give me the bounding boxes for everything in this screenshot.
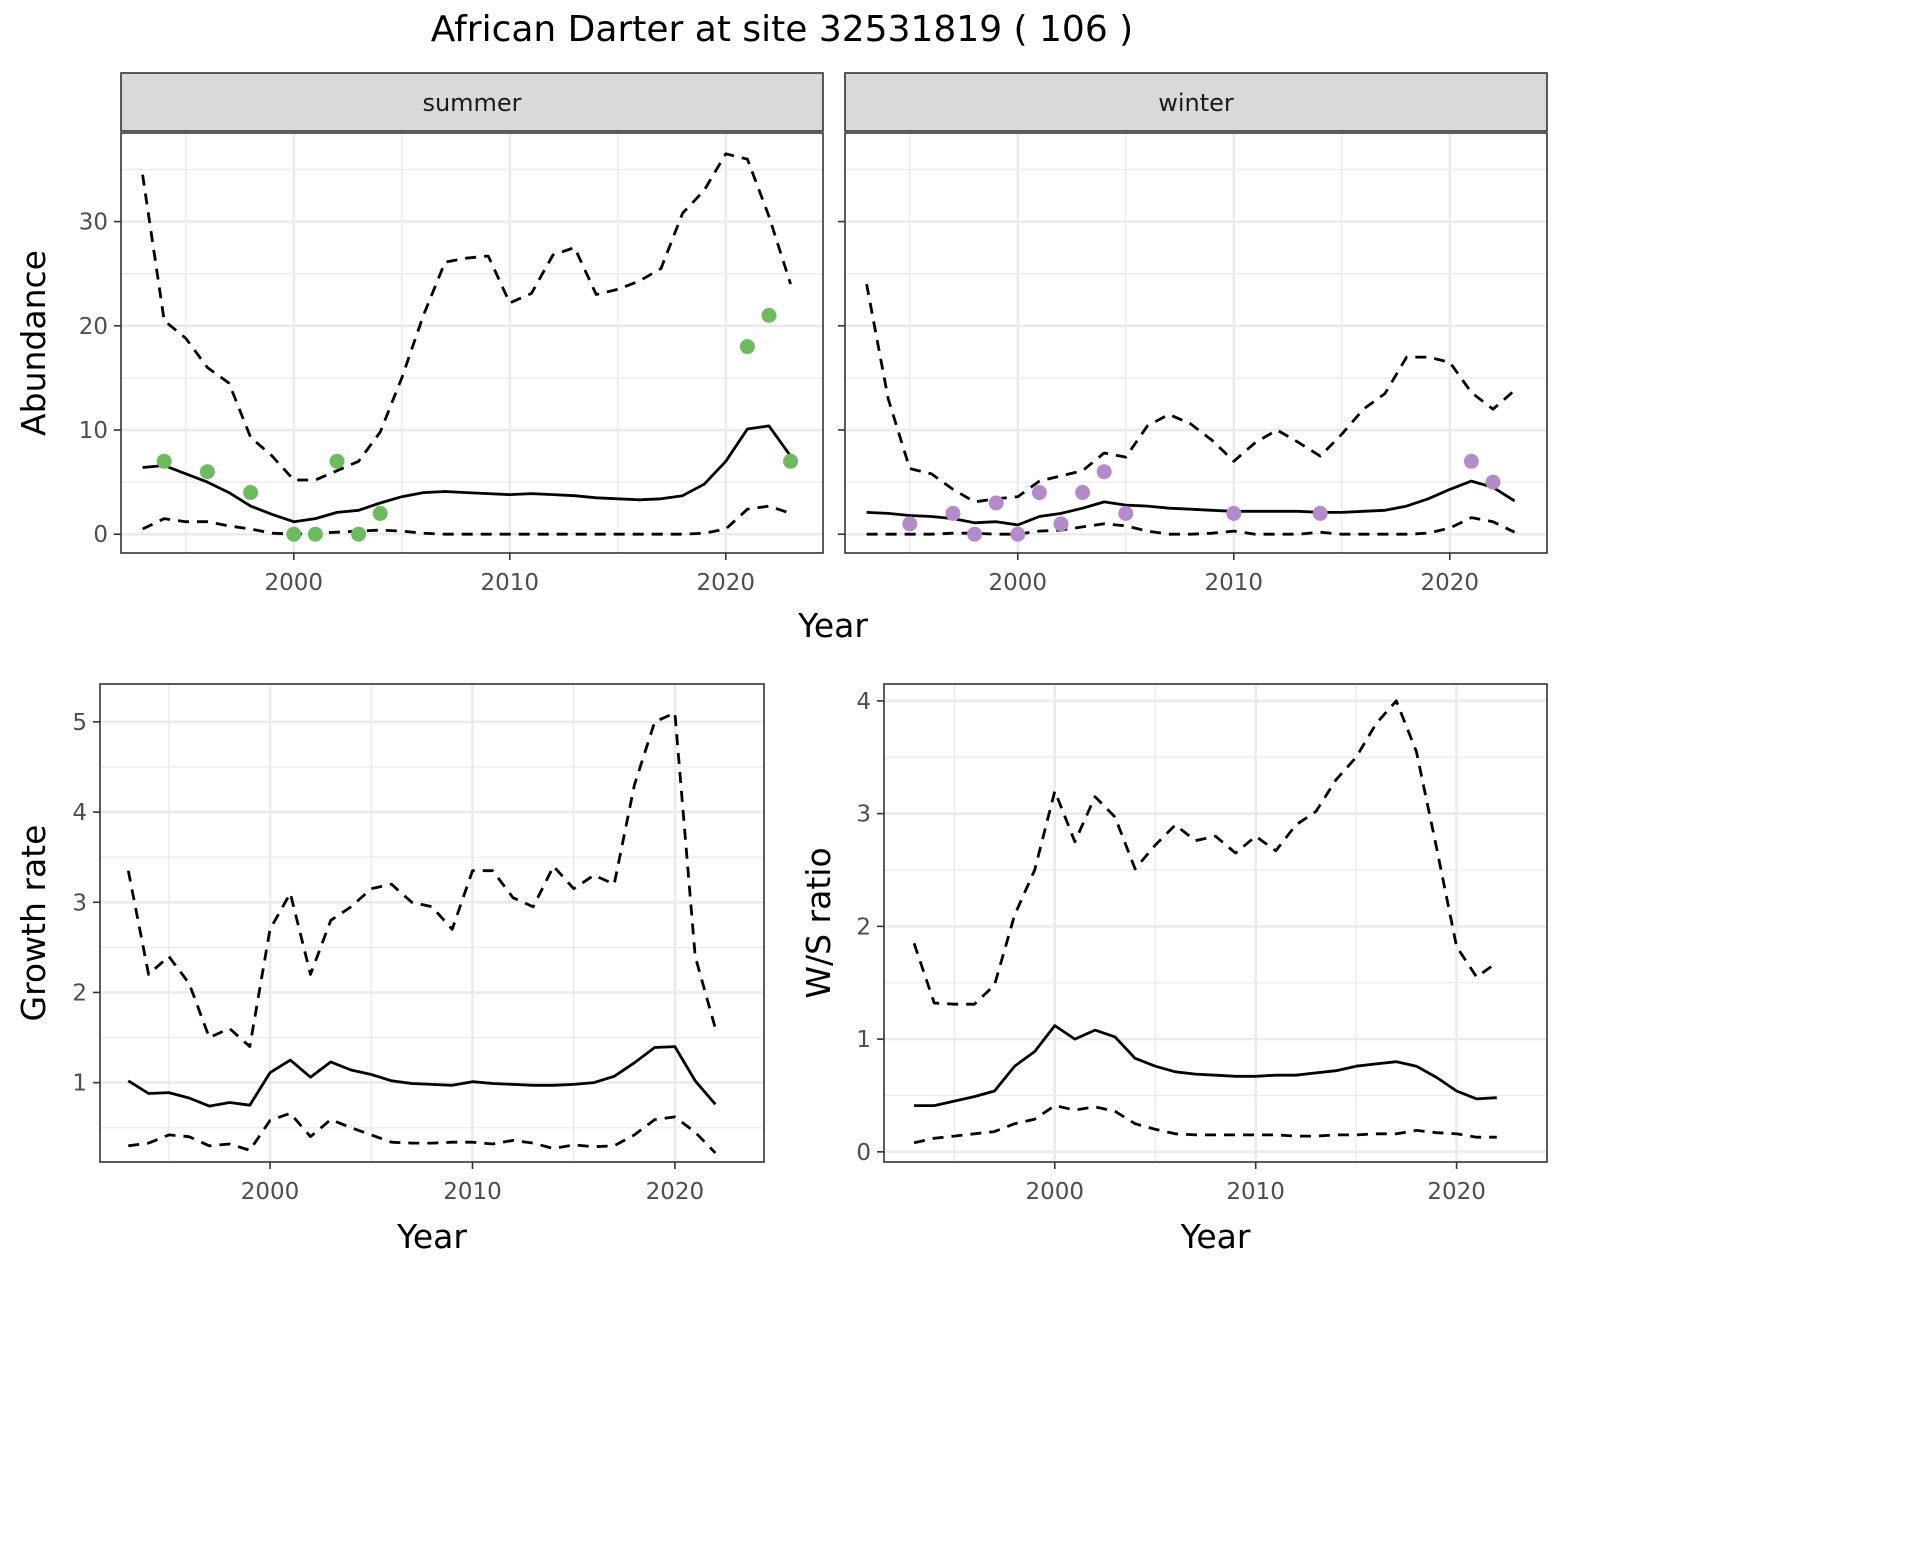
series-line-lower [913, 1104, 1497, 1145]
x-tick-label: 2000 [241, 1179, 300, 1205]
y-tick-label: 5 [72, 710, 87, 736]
chart-title: African Darter at site 32531819 ( 106 ) [431, 9, 1133, 50]
facet-label: winter [1158, 89, 1234, 117]
data-point [1312, 505, 1328, 521]
data-point [199, 464, 215, 480]
y-tick-label: 20 [79, 314, 108, 340]
data-point [1010, 526, 1026, 542]
series-line-lower [128, 1111, 717, 1154]
data-point [739, 339, 755, 355]
data-point [307, 526, 323, 542]
panel-summer-abundance: summer 2000 2010 2020 0 10 20 30 Abundance [14, 72, 824, 596]
data-point [243, 485, 259, 501]
x-axis-title: Year [396, 1217, 467, 1256]
panel-border [883, 683, 1548, 1163]
y-axis-title: W/S ratio [799, 847, 838, 998]
data-point [988, 495, 1004, 511]
plot-background [884, 684, 1547, 1162]
y-tick-label: 3 [72, 890, 87, 916]
series-line-lower [141, 504, 792, 536]
data-point [1226, 505, 1242, 521]
y-tick-label: 10 [79, 418, 108, 444]
y-tick-label: 3 [856, 802, 871, 828]
x-tick-label: 2000 [989, 570, 1048, 596]
x-tick-label: 2020 [1427, 1179, 1486, 1205]
x-tick-label: 2000 [1025, 1179, 1084, 1205]
y-tick-label: 0 [93, 522, 108, 548]
data-point [1053, 516, 1069, 532]
y-tick-label: 0 [856, 1140, 871, 1166]
y-axis-title: Abundance [14, 250, 53, 436]
y-tick-label: 4 [72, 800, 87, 826]
y-tick-label: 30 [79, 210, 108, 236]
data-point [156, 453, 172, 469]
plot-background [100, 684, 764, 1162]
panel-border [99, 683, 765, 1163]
y-tick-label: 2 [856, 914, 871, 940]
series-line-upper [865, 283, 1516, 504]
panel-ws-ratio: 2000 2010 2020 0 1 2 3 4 W/S ratio Year [799, 683, 1548, 1256]
data-point [967, 526, 983, 542]
data-point [1096, 464, 1112, 480]
top-x-axis-title: Year [797, 606, 868, 645]
data-point [329, 453, 345, 469]
series-line-estimate [866, 479, 1516, 527]
y-axis-title: Growth rate [14, 825, 53, 1022]
grid-lines [100, 684, 764, 1162]
data-point [1485, 474, 1501, 490]
grid-lines [845, 133, 1547, 553]
x-tick-label: 2010 [1226, 1179, 1285, 1205]
data-point [1031, 485, 1047, 501]
x-tick-label: 2010 [443, 1179, 502, 1205]
data-point [1075, 485, 1091, 501]
series-line-lower [866, 516, 1516, 536]
x-tick-label: 2020 [646, 1179, 705, 1205]
panel-border [120, 132, 824, 554]
x-tick-label: 2010 [481, 570, 540, 596]
series-line-estimate [127, 1045, 717, 1108]
facet-label: summer [422, 89, 521, 117]
data-point [1463, 453, 1479, 469]
series-line-upper [912, 699, 1498, 1006]
x-tick-label: 2020 [697, 570, 756, 596]
data-point [902, 516, 918, 532]
panel-winter-abundance: winter 2000 2010 2020 [838, 72, 1548, 596]
y-tick-label: 2 [72, 980, 87, 1006]
data-point [783, 453, 799, 469]
series-line-upper [126, 711, 717, 1048]
x-tick-label: 2010 [1205, 570, 1264, 596]
series-line-estimate [142, 424, 792, 524]
plot-background [845, 133, 1547, 553]
series-line-upper [141, 152, 792, 482]
data-point [1118, 505, 1134, 521]
grid-lines [884, 684, 1547, 1162]
panel-growth-rate: 2000 2010 2020 1 2 3 4 5 Growth rate Year [14, 683, 765, 1256]
data-point [372, 505, 388, 521]
y-tick-label: 1 [72, 1071, 87, 1097]
data-point [761, 307, 777, 323]
data-point [351, 526, 367, 542]
x-tick-label: 2000 [265, 570, 324, 596]
data-point [286, 526, 302, 542]
x-tick-label: 2020 [1421, 570, 1480, 596]
figure: African Darter at site 32531819 ( 106 ) … [14, 9, 1548, 1256]
panel-border [844, 132, 1548, 554]
data-point [945, 505, 961, 521]
facet-strip [120, 72, 824, 132]
y-tick-label: 1 [856, 1027, 871, 1053]
series-line-estimate [914, 1024, 1497, 1107]
y-tick-label: 4 [856, 689, 871, 715]
x-axis-title: Year [1180, 1217, 1251, 1256]
facet-strip [844, 72, 1548, 132]
